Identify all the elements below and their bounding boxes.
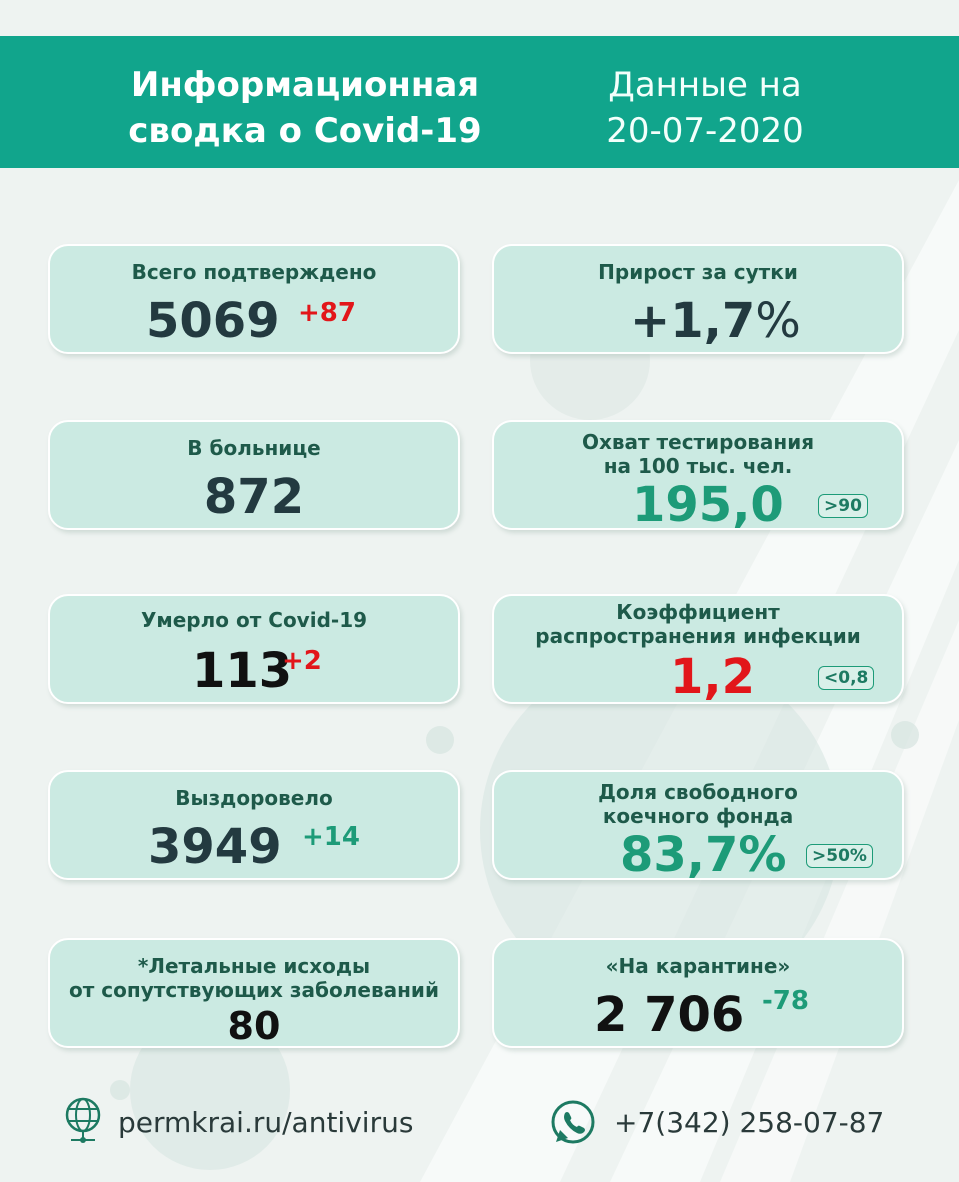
card-quarantine: «На карантине» 2 706 -78	[492, 938, 904, 1048]
card-confirmed: Всего подтверждено 5069 +87	[48, 244, 460, 354]
website-link[interactable]: permkrai.ru/antivirus	[118, 1106, 414, 1139]
label-line-1: Доля свободного	[598, 780, 798, 804]
card-label: Коэффициент распространения инфекции	[494, 600, 902, 648]
label-line-1: *Летальные исходы	[137, 954, 371, 978]
card-value: 113	[192, 643, 293, 699]
target-badge: <0,8	[818, 666, 875, 690]
card-value: 872	[203, 469, 305, 525]
card-comorbid: *Летальные исходы от сопутствующих забол…	[48, 938, 460, 1048]
card-label: *Летальные исходы от сопутствующих забол…	[50, 954, 458, 1002]
growth-number: +1,7	[630, 293, 756, 349]
header-banner	[0, 36, 959, 168]
card-value: 83,7%	[620, 827, 787, 883]
card-label: Всего подтверждено	[131, 260, 377, 284]
globe-icon	[65, 1097, 101, 1143]
label-line-2: на 100 тыс. чел.	[603, 454, 793, 478]
label-line-1: Коэффициент	[616, 600, 780, 624]
target-badge: >90	[818, 494, 868, 518]
card-beds: Доля свободного коечного фонда 83,7% >50…	[492, 770, 904, 880]
card-delta: +14	[302, 822, 360, 852]
card-value: 80	[227, 1004, 281, 1048]
card-hospital: В больнице 872	[48, 420, 460, 530]
title-line-1: Информационная	[130, 65, 480, 105]
title-line-2: сводка о Covid-19	[128, 111, 482, 151]
card-delta: +2	[282, 646, 322, 676]
label-line-2: от сопутствующих заболеваний	[69, 978, 439, 1002]
card-label: «На карантине»	[605, 954, 791, 978]
card-value: 5069	[146, 293, 280, 349]
card-growth: Прирост за сутки +1,7%	[492, 244, 904, 354]
card-died: Умерло от Covid-19 113 +2	[48, 594, 460, 704]
phone-number[interactable]: +7(342) 258-07-87	[614, 1106, 885, 1139]
card-delta: +87	[298, 298, 356, 328]
card-spread: Коэффициент распространения инфекции 1,2…	[492, 594, 904, 704]
card-label: Доля свободного коечного фонда	[494, 780, 902, 828]
card-value: 2 706	[594, 987, 745, 1043]
growth-unit: %	[755, 293, 801, 349]
card-value: 3949	[148, 819, 282, 875]
label-line-1: Охват тестирования	[581, 430, 815, 454]
whatsapp-phone-icon	[551, 1100, 595, 1144]
label-line-2: коечного фонда	[602, 804, 794, 828]
card-value: +1,7%	[630, 296, 801, 346]
date-line-1: Данные на	[608, 65, 802, 105]
report-date: Данные на 20-07-2020	[560, 62, 850, 154]
card-testing: Охват тестирования на 100 тыс. чел. 195,…	[492, 420, 904, 530]
card-label: Прирост за сутки	[598, 260, 798, 284]
card-value: 1,2	[670, 649, 756, 705]
target-badge: >50%	[806, 844, 873, 868]
date-line-2: 20-07-2020	[606, 111, 804, 151]
card-label: В больнице	[187, 436, 321, 460]
card-value: 195,0	[632, 477, 784, 533]
card-label: Выздоровело	[175, 786, 333, 810]
card-label: Умерло от Covid-19	[140, 608, 368, 632]
card-label: Охват тестирования на 100 тыс. чел.	[494, 430, 902, 478]
page-title: Информационная сводка о Covid-19	[70, 62, 540, 154]
card-delta: -78	[762, 986, 809, 1016]
label-line-2: распространения инфекции	[535, 624, 861, 648]
card-recovered: Выздоровело 3949 +14	[48, 770, 460, 880]
